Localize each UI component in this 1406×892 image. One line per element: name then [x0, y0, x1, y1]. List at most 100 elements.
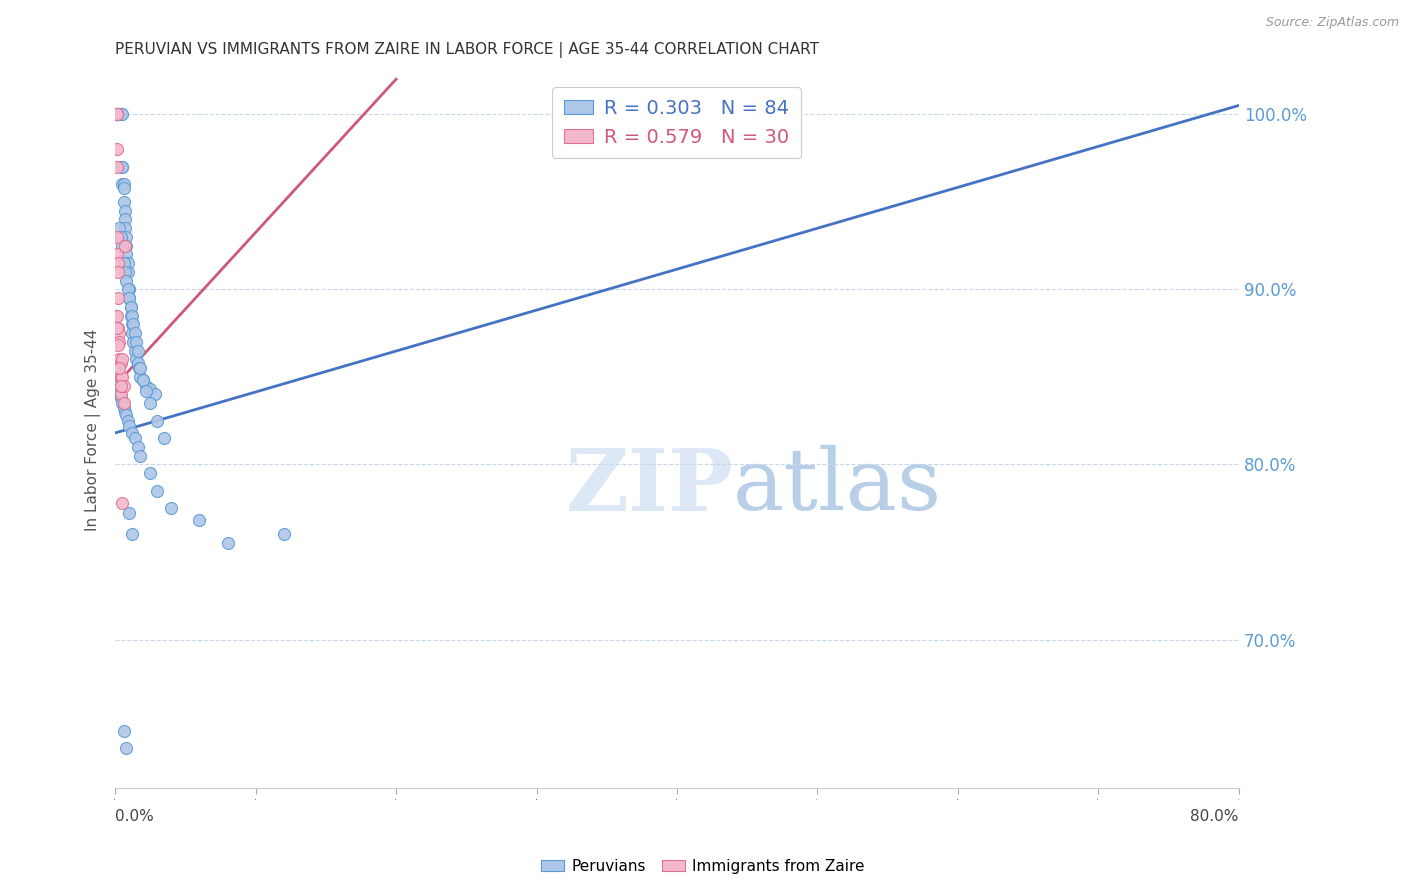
Point	[110, 369, 132, 384]
Point	[124, 326, 146, 340]
Point	[114, 238, 136, 252]
Point	[104, 107, 127, 121]
Point	[217, 536, 239, 550]
Point	[160, 501, 183, 516]
Point	[114, 265, 136, 279]
Point	[105, 321, 128, 335]
Point	[108, 326, 131, 340]
Point	[146, 483, 169, 498]
Point	[110, 356, 132, 370]
Point	[111, 178, 134, 192]
Point	[111, 396, 134, 410]
Point	[112, 256, 135, 270]
Point	[112, 401, 135, 416]
Point	[108, 107, 131, 121]
Point	[124, 343, 146, 358]
Point	[120, 309, 142, 323]
Point	[125, 334, 148, 349]
Point	[111, 352, 134, 367]
Point	[112, 194, 135, 209]
Point	[104, 309, 127, 323]
Point	[108, 352, 131, 367]
Point	[114, 212, 136, 227]
Point	[118, 418, 141, 433]
Point	[105, 107, 128, 121]
Point	[114, 221, 136, 235]
Point	[111, 496, 134, 510]
Point	[104, 107, 127, 121]
Point	[273, 527, 295, 541]
Point	[107, 291, 129, 305]
Point	[132, 373, 155, 387]
Point	[121, 309, 143, 323]
Point	[139, 466, 162, 480]
Point	[129, 361, 152, 376]
Point	[107, 107, 129, 121]
Point	[114, 405, 136, 419]
Point	[105, 107, 128, 121]
Point	[121, 318, 143, 332]
Point	[107, 107, 129, 121]
Point	[110, 107, 132, 121]
Point	[110, 229, 132, 244]
Point	[105, 309, 128, 323]
Legend: R = 0.303   N = 84, R = 0.579   N = 30: R = 0.303 N = 84, R = 0.579 N = 30	[553, 87, 801, 159]
Point	[107, 256, 129, 270]
Point	[110, 107, 132, 121]
Point	[111, 107, 134, 121]
Point	[127, 440, 149, 454]
Point	[107, 378, 129, 392]
Point	[107, 265, 129, 279]
Point	[118, 291, 141, 305]
Point	[114, 203, 136, 218]
Point	[115, 409, 138, 423]
Legend: Peruvians, Immigrants from Zaire: Peruvians, Immigrants from Zaire	[536, 853, 870, 880]
Point	[118, 507, 141, 521]
Point	[112, 723, 135, 738]
Point	[105, 229, 128, 244]
Point	[118, 282, 141, 296]
Point	[117, 282, 139, 296]
Point	[120, 300, 142, 314]
Text: 80.0%: 80.0%	[1191, 809, 1239, 824]
Point	[105, 369, 128, 384]
Point	[110, 378, 132, 392]
Point	[105, 142, 128, 156]
Point	[120, 300, 142, 314]
Point	[108, 221, 131, 235]
Point	[127, 343, 149, 358]
Point	[115, 741, 138, 756]
Point	[105, 107, 128, 121]
Point	[110, 391, 132, 405]
Text: PERUVIAN VS IMMIGRANTS FROM ZAIRE IN LABOR FORCE | AGE 35-44 CORRELATION CHART: PERUVIAN VS IMMIGRANTS FROM ZAIRE IN LAB…	[115, 42, 820, 58]
Text: ZIP: ZIP	[565, 445, 733, 529]
Point	[139, 382, 162, 396]
Point	[132, 373, 155, 387]
Point	[124, 431, 146, 445]
Point	[112, 178, 135, 192]
Point	[121, 326, 143, 340]
Point	[111, 238, 134, 252]
Point	[117, 414, 139, 428]
Point	[122, 318, 145, 332]
Point	[107, 338, 129, 352]
Text: 0.0%: 0.0%	[115, 809, 153, 824]
Point	[115, 238, 138, 252]
Point	[121, 527, 143, 541]
Point	[153, 431, 176, 445]
Point	[108, 107, 131, 121]
Point	[118, 291, 141, 305]
Point	[115, 274, 138, 288]
Point	[110, 107, 132, 121]
Point	[105, 247, 128, 261]
Point	[112, 396, 135, 410]
Point	[139, 396, 162, 410]
Point	[129, 449, 152, 463]
Point	[129, 369, 152, 384]
Point	[127, 356, 149, 370]
Point	[122, 334, 145, 349]
Point	[112, 378, 135, 392]
Point	[107, 321, 129, 335]
Point	[110, 387, 132, 401]
Point	[128, 361, 150, 376]
